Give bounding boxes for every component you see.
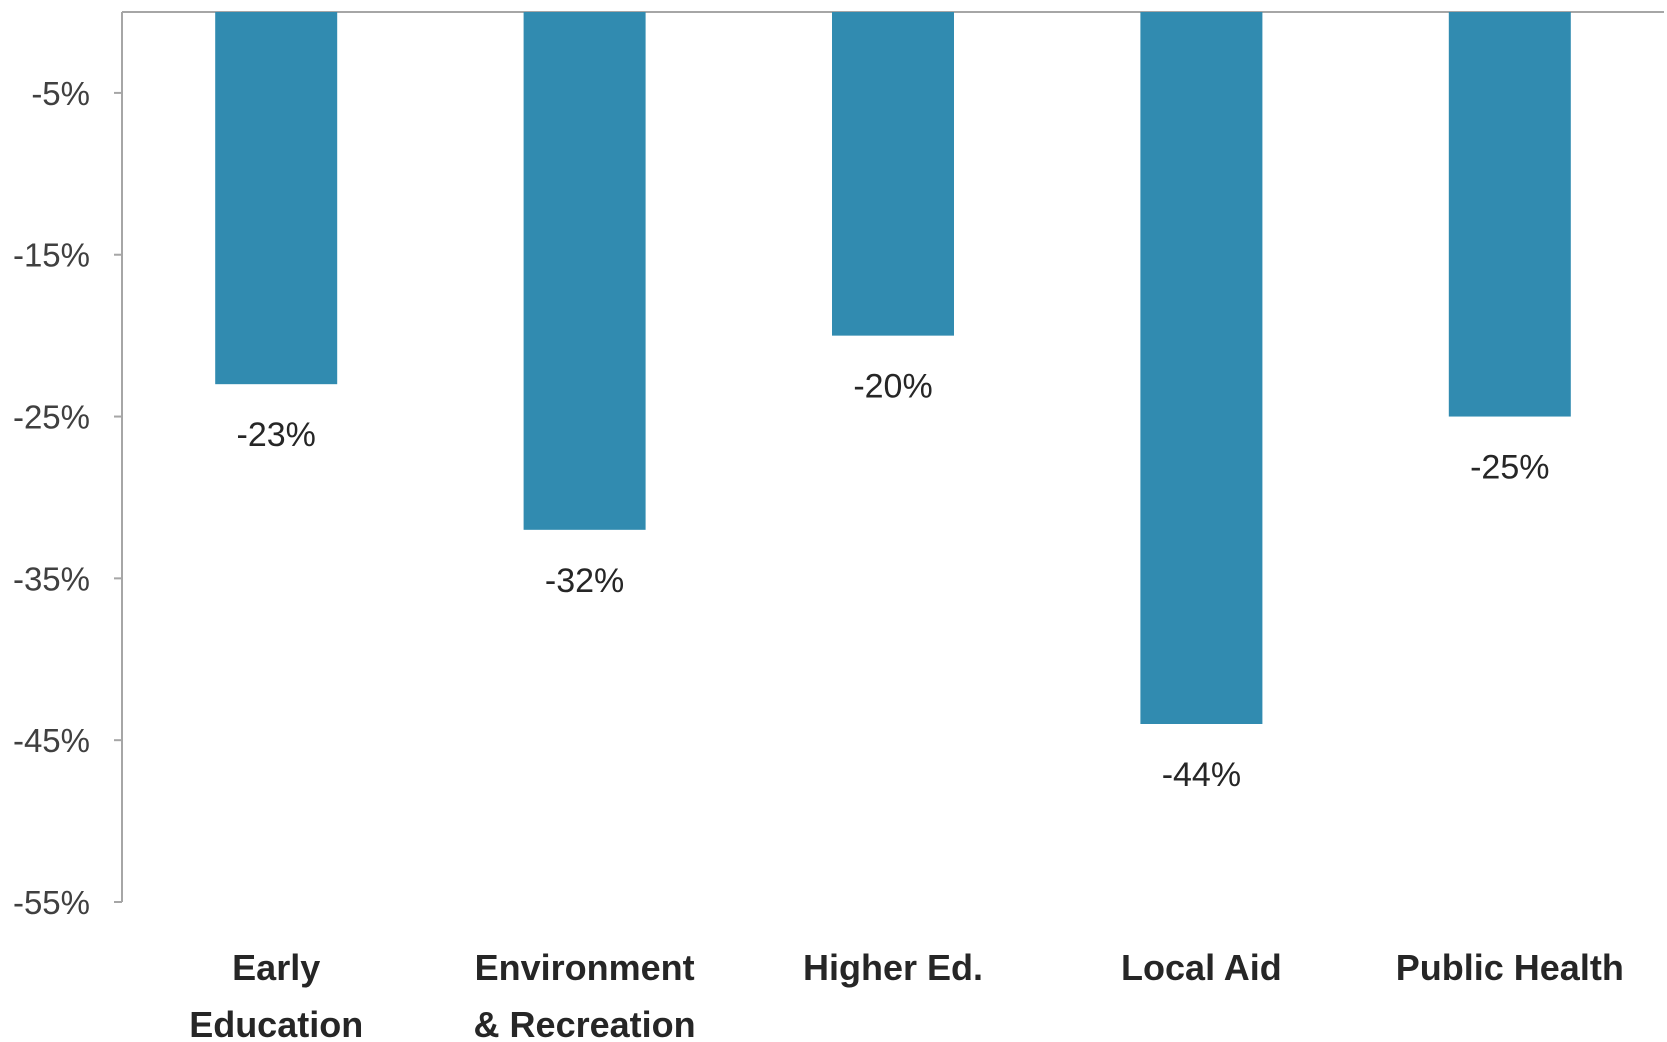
category-label: Local Aid — [1121, 947, 1282, 988]
bar — [1140, 12, 1263, 724]
bar — [832, 12, 954, 336]
y-tick-label: -55% — [13, 884, 90, 921]
y-tick-label: -15% — [13, 237, 90, 274]
data-label: -44% — [1162, 756, 1241, 794]
data-label: -23% — [237, 416, 316, 454]
data-labels: -23% -32% -20% -44% -25% — [237, 368, 1550, 794]
y-tick-label: -35% — [13, 560, 90, 597]
data-label: -20% — [853, 368, 932, 406]
category-label: Public Health — [1396, 947, 1624, 988]
y-tick-label: -25% — [13, 399, 90, 436]
category-label: Education — [189, 1004, 363, 1042]
bar — [523, 12, 646, 530]
y-tick-label: -45% — [13, 722, 90, 759]
bar — [1448, 12, 1571, 417]
category-label: & Recreation — [474, 1004, 696, 1042]
category-label: Environment — [475, 947, 695, 988]
bars — [215, 12, 1571, 724]
bar — [215, 12, 338, 385]
category-labels: Early Education Environment & Recreation Hig… — [189, 947, 1624, 1042]
data-label: -32% — [545, 562, 624, 600]
category-label: Higher Ed. — [803, 947, 983, 988]
y-tick-label: -5% — [31, 75, 90, 112]
data-label: -25% — [1470, 449, 1549, 487]
category-label: Early — [232, 947, 320, 988]
y-axis: -5% -15% -25% -35% -45% -55% — [13, 12, 123, 921]
